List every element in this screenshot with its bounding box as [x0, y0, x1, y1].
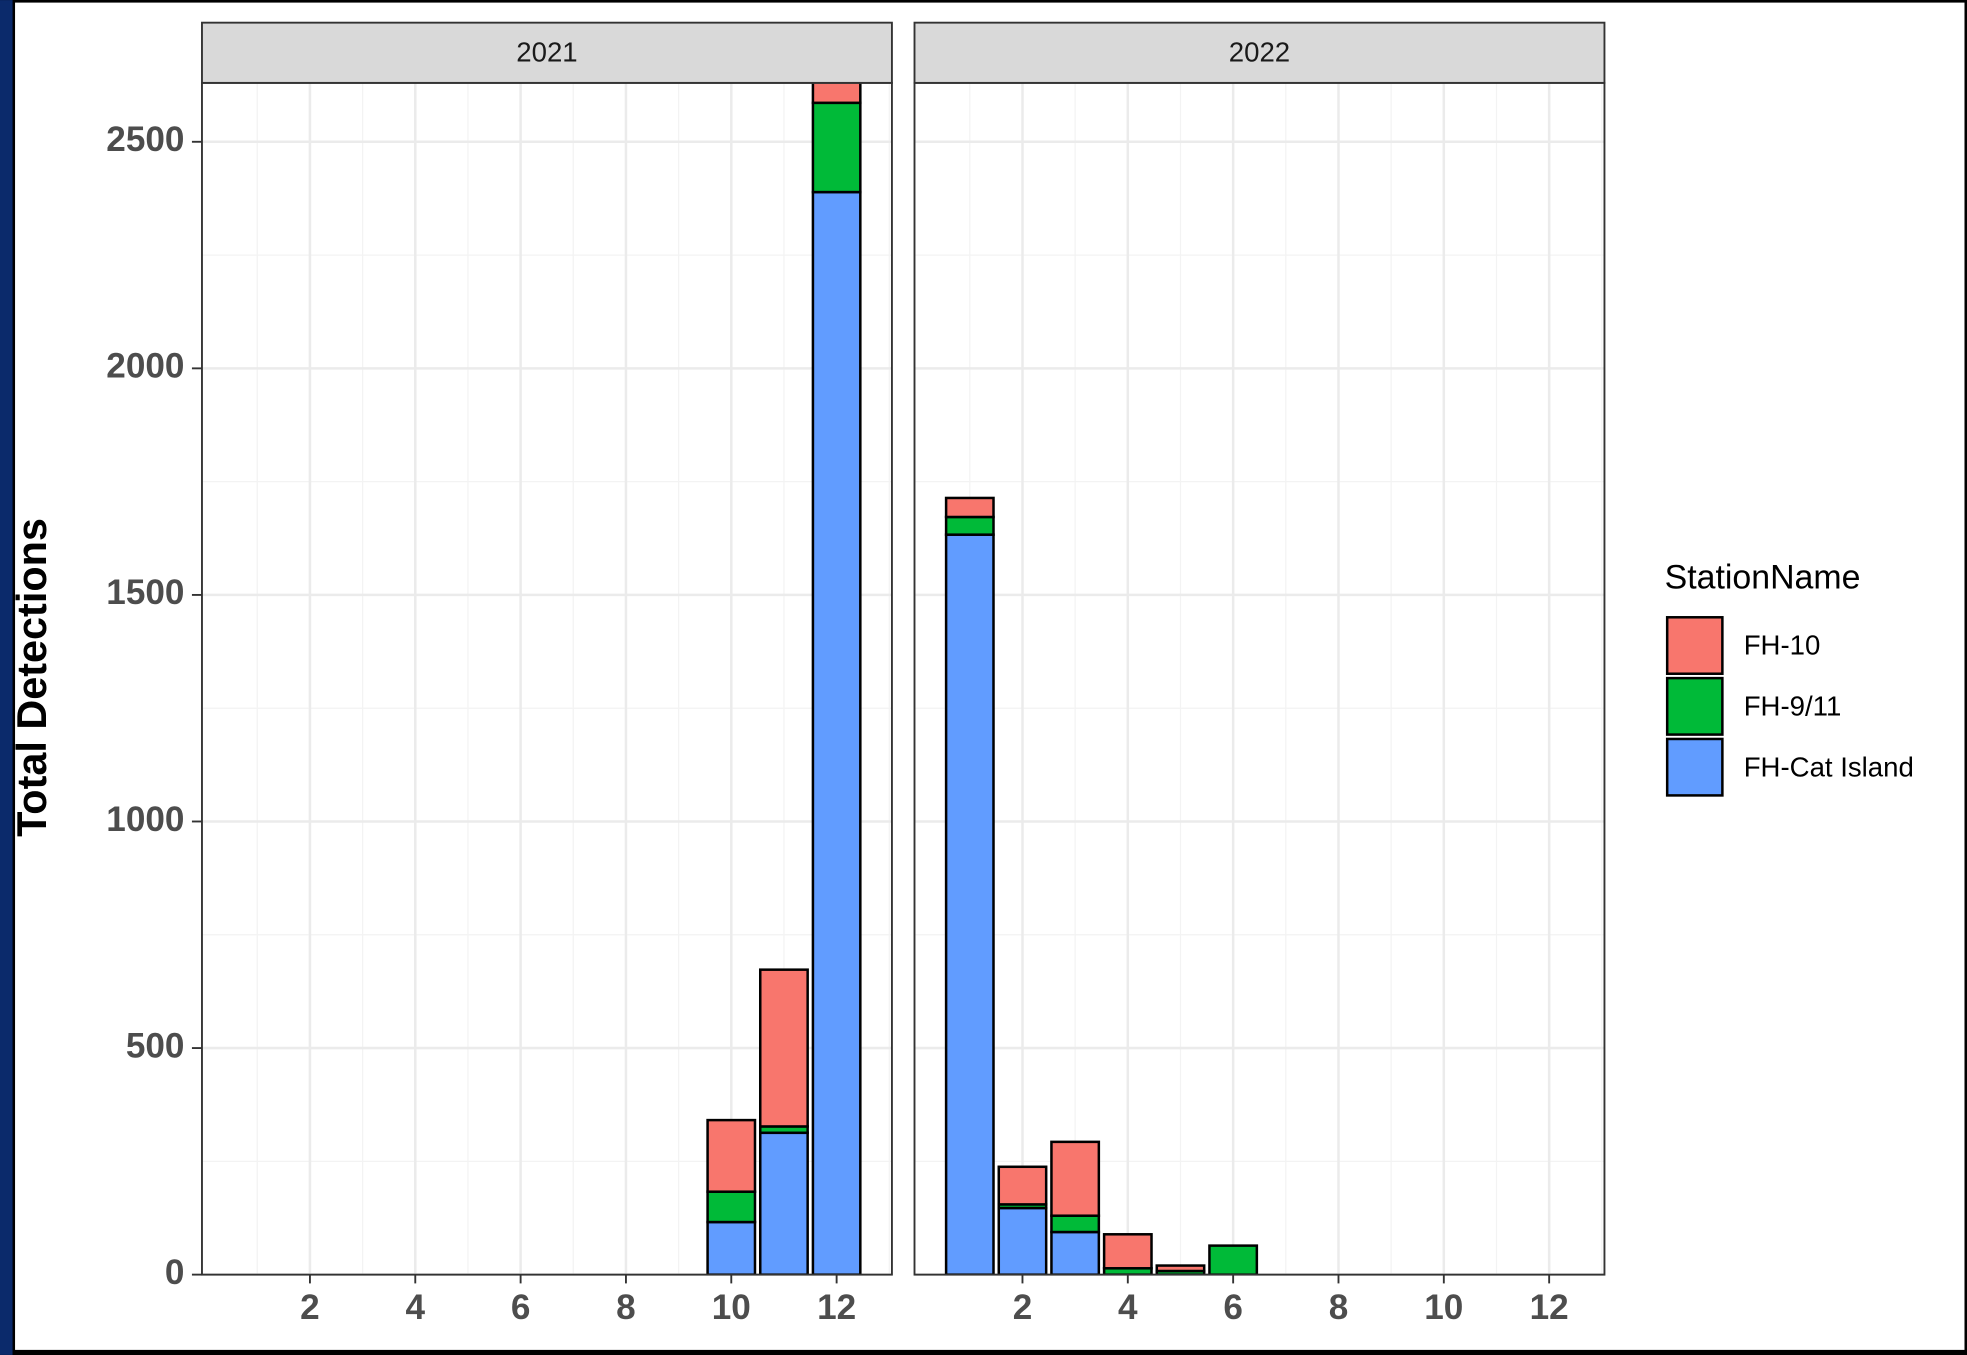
bar-segment [1050, 1230, 1101, 1275]
bar-segment [1208, 1244, 1259, 1275]
bar-segment [758, 1131, 809, 1275]
bar-segment [944, 515, 995, 536]
y-tick-label: 2500 [106, 120, 184, 159]
x-tick-label: 10 [712, 1288, 751, 1327]
bar-segment [1155, 1264, 1206, 1273]
bar-segment [944, 496, 995, 519]
bar-segment [706, 1118, 757, 1193]
x-tick-label: 2 [300, 1288, 320, 1327]
legend-key [1665, 676, 1724, 736]
legend-key [1665, 616, 1724, 675]
legend-label: FH-10 [1744, 630, 1821, 661]
y-tick-label: 1000 [106, 800, 184, 839]
bar-segment [811, 101, 862, 194]
panel-bars [944, 496, 1259, 1275]
bar-segment [706, 1190, 757, 1224]
facet-title: 2022 [1229, 36, 1290, 67]
x-tick-label: 6 [511, 1288, 531, 1327]
bar-segment [997, 1206, 1048, 1275]
legend-title: StationName [1665, 559, 1861, 597]
legend-label: FH-9/11 [1744, 691, 1842, 722]
panel [914, 82, 1605, 1275]
legend-key [1665, 737, 1724, 797]
bar-segment [811, 190, 862, 1275]
bar-segment [811, 82, 862, 105]
x-tick-label: 2 [1013, 1288, 1033, 1327]
panel-bars [706, 82, 862, 1275]
facet-strip [913, 21, 1606, 84]
x-tick-label: 12 [1530, 1288, 1569, 1327]
facet-title: 2021 [516, 36, 577, 67]
x-tick-label: 6 [1223, 1288, 1243, 1327]
bar-segment [997, 1165, 1048, 1206]
bar-segment [1050, 1214, 1101, 1234]
y-tick-label: 2000 [106, 347, 184, 386]
y-axis-title: Total Detections [9, 518, 55, 837]
x-tick-label: 4 [1118, 1288, 1138, 1327]
bar-segment [706, 1220, 757, 1275]
x-tick-label: 10 [1424, 1288, 1463, 1327]
x-tick-label: 12 [817, 1288, 856, 1327]
bar-segment [758, 968, 809, 1128]
y-tick-label: 1500 [106, 573, 184, 612]
bar-segment [1102, 1233, 1153, 1270]
legend-label: FH-Cat Island [1744, 751, 1914, 782]
x-tick-label: 4 [406, 1288, 426, 1327]
bar-segment [944, 533, 995, 1275]
side-stripe [0, 0, 13, 1355]
x-tick-label: 8 [616, 1288, 636, 1327]
x-tick-label: 8 [1329, 1288, 1349, 1327]
y-tick-label: 500 [126, 1026, 185, 1065]
facet-strip [201, 21, 893, 84]
y-tick-label: 0 [165, 1253, 185, 1292]
bar-segment [1050, 1140, 1101, 1217]
